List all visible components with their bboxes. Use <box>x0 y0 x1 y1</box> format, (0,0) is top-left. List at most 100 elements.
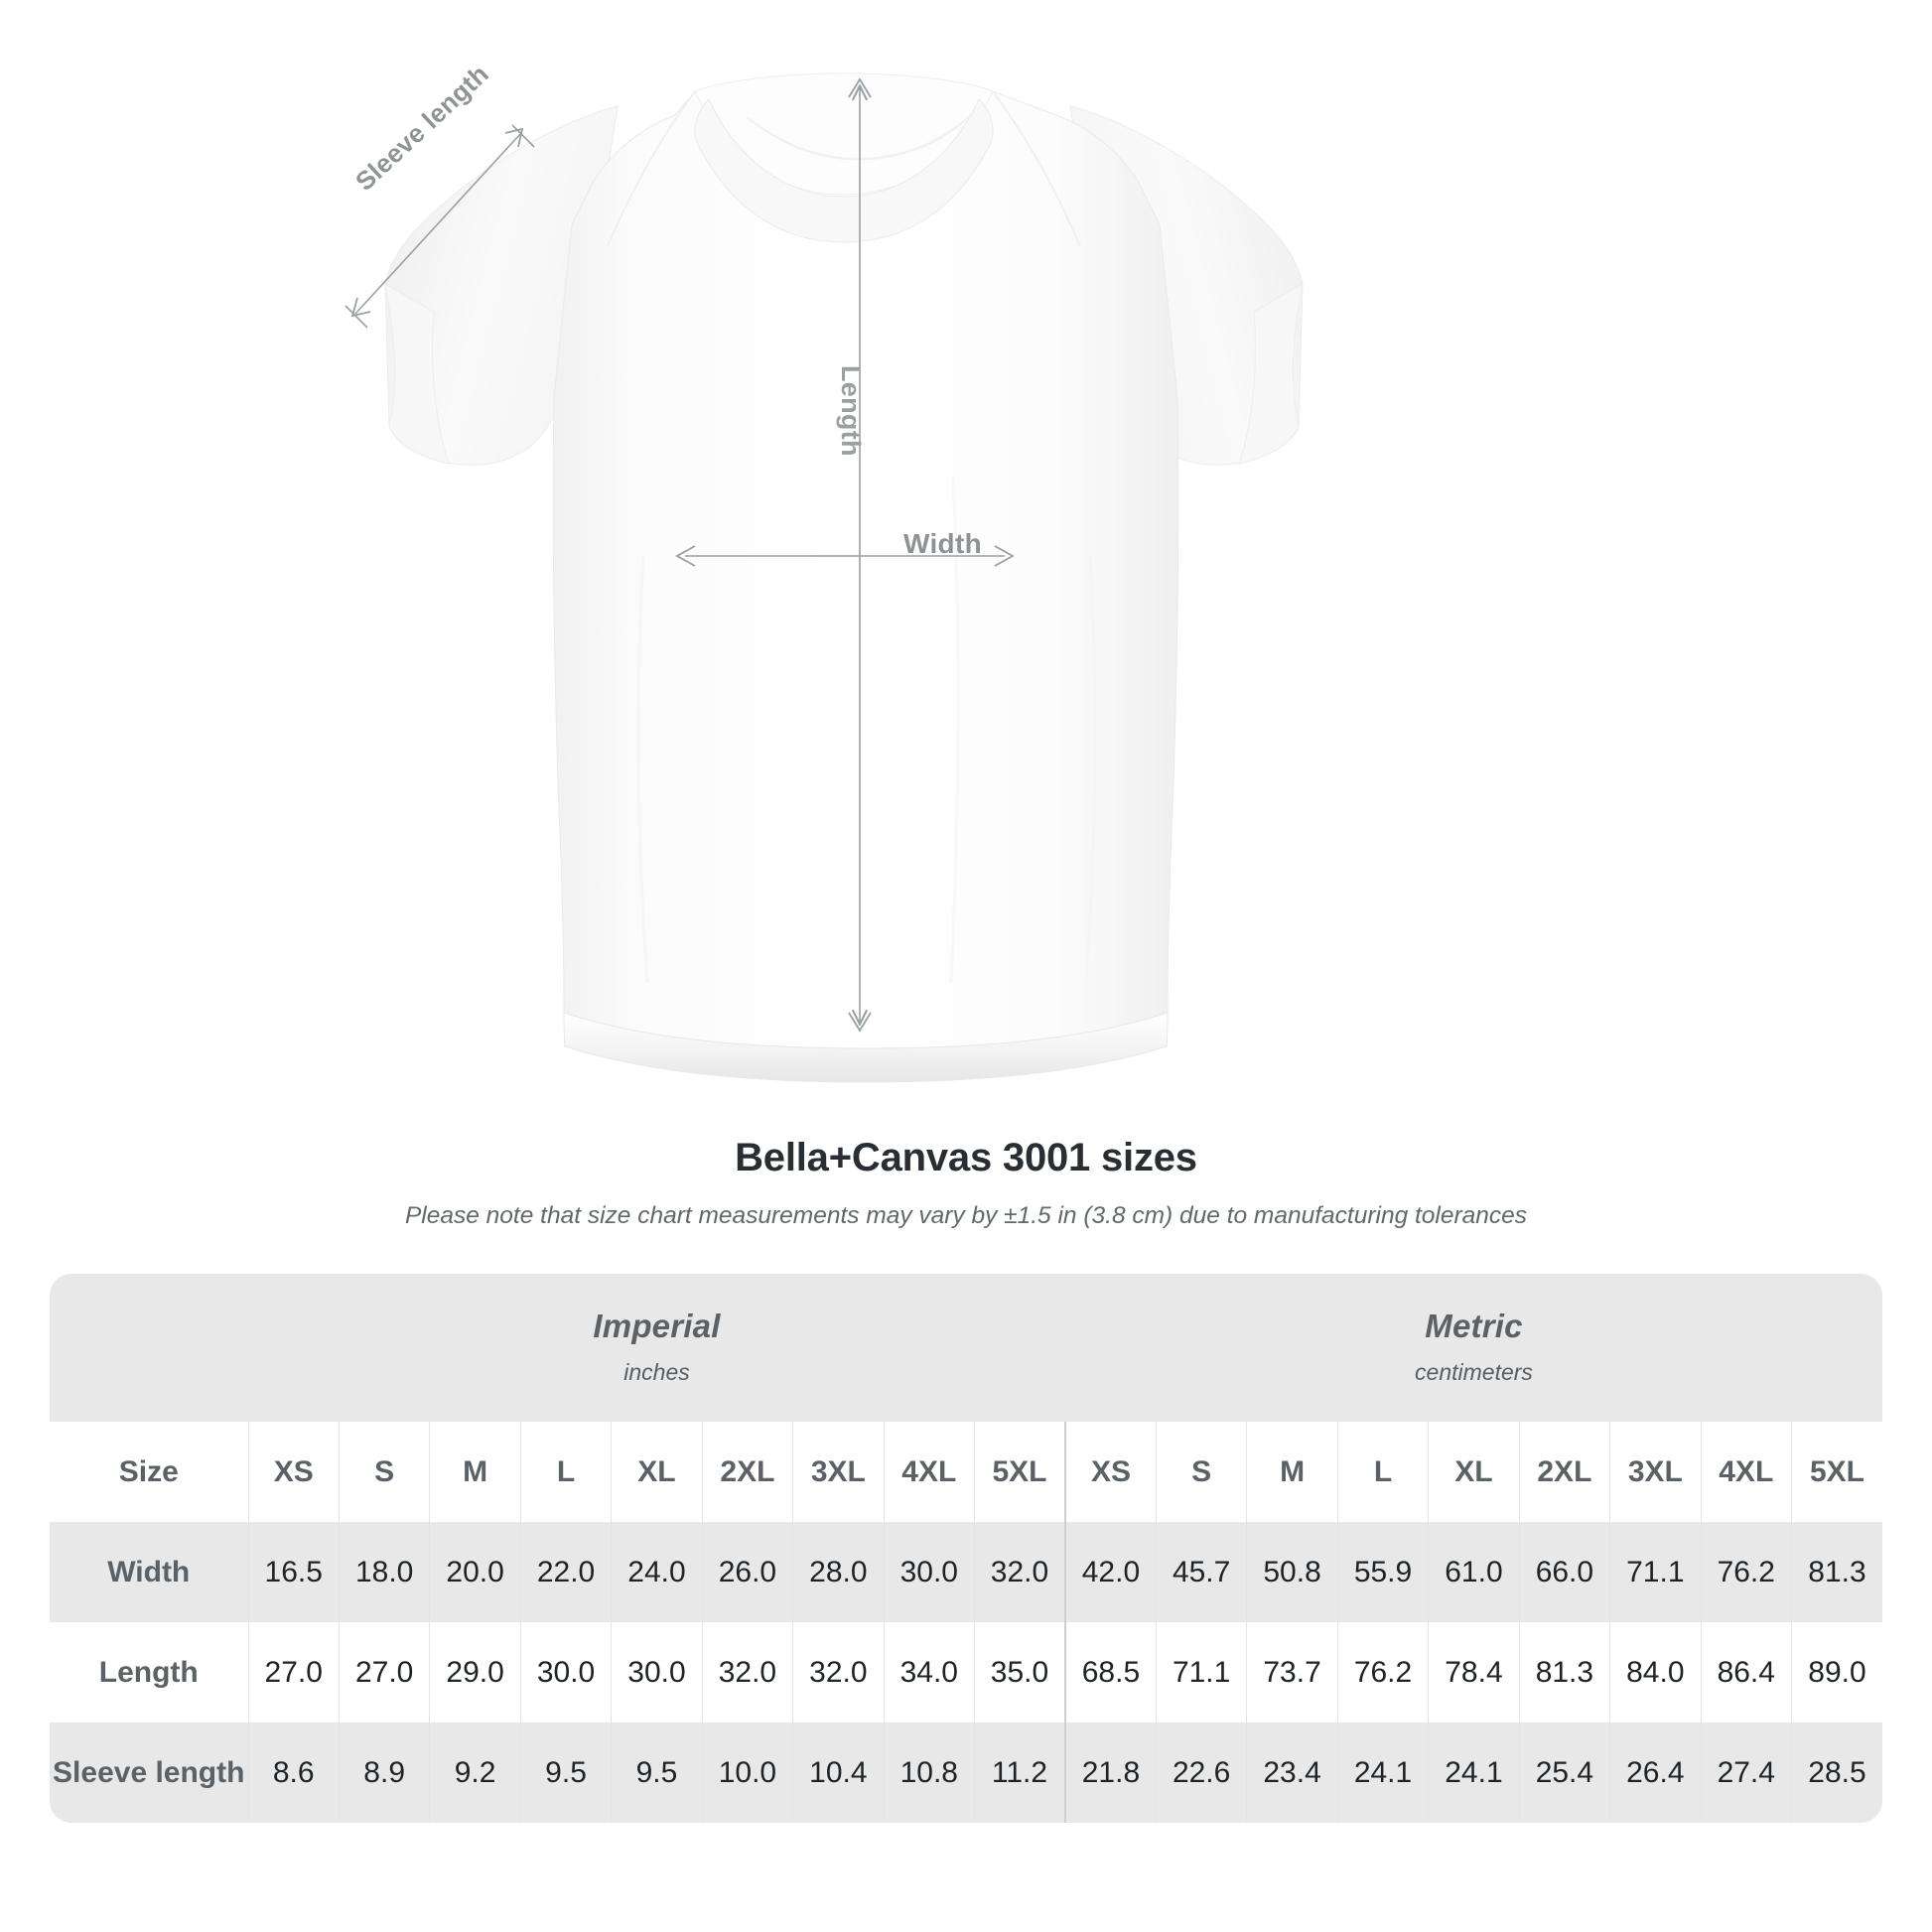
measurement-cell: 61.0 <box>1428 1522 1520 1622</box>
size-column-header: L <box>1336 1422 1429 1522</box>
size-column-header: 3XL <box>1609 1422 1702 1522</box>
measurement-cell: 86.4 <box>1700 1622 1792 1723</box>
measurement-cell: 32.0 <box>792 1622 885 1723</box>
size-column-header: S <box>1155 1422 1247 1522</box>
length-arrow-top <box>848 77 872 98</box>
title-block: Bella+Canvas 3001 sizes Please note that… <box>0 1136 1932 1230</box>
measurement-cell: 78.4 <box>1428 1622 1520 1723</box>
measurement-cell: 8.9 <box>338 1723 430 1823</box>
size-column-header: 4XL <box>883 1422 975 1522</box>
measurement-cell: 9.5 <box>611 1723 703 1823</box>
left-sleeve-cuff <box>384 283 450 465</box>
right-sleeve-cuff <box>1238 283 1304 465</box>
size-column-header: M <box>429 1422 521 1522</box>
size-chart-table: Imperial inches Metric centimeters Size XS S M L… <box>50 1274 1882 1823</box>
measurement-cell: 28.5 <box>1790 1723 1882 1823</box>
measurement-cell: 9.5 <box>519 1723 612 1823</box>
garment-illustration: Sleeve length Length Width <box>345 59 1304 1083</box>
size-column-header: XL <box>1428 1422 1520 1522</box>
tolerance-note: Please note that size chart measurements… <box>404 1202 1528 1229</box>
length-annotation-label: Length <box>836 365 866 457</box>
measurement-cell: 55.9 <box>1336 1522 1429 1622</box>
unit-group-header-imperial: Imperial inches <box>248 1274 1065 1422</box>
size-column-header: M <box>1246 1422 1338 1522</box>
measurement-cell: 50.8 <box>1246 1522 1338 1622</box>
measurement-cell: 71.1 <box>1155 1622 1247 1723</box>
unit-banner-row: Imperial inches Metric centimeters <box>50 1274 1882 1422</box>
size-column-header: 5XL <box>1790 1422 1882 1522</box>
sleeve-tick-top <box>511 124 535 148</box>
measurement-cell: 27.0 <box>247 1622 340 1723</box>
unit-group-name: Metric <box>1425 1308 1523 1344</box>
measurement-cell: 26.4 <box>1609 1723 1702 1823</box>
measurement-cell: 21.8 <box>1063 1723 1157 1823</box>
size-column-header: XS <box>1063 1422 1157 1522</box>
size-table-wrapper: Imperial inches Metric centimeters Size XS S M L… <box>50 1274 1882 1823</box>
measurement-cell: 45.7 <box>1155 1522 1247 1622</box>
table-row: Length 27.0 27.0 29.0 30.0 30.0 32.0 32.0 34.0 35… <box>50 1622 1882 1723</box>
measurement-cell: 34.0 <box>883 1622 975 1723</box>
unit-group-measure: centimeters <box>1415 1359 1533 1385</box>
size-column-header: 2XL <box>701 1422 793 1522</box>
measurement-cell: 32.0 <box>973 1522 1065 1622</box>
measurement-cell: 81.3 <box>1790 1522 1882 1622</box>
measurement-cell: 10.4 <box>792 1723 885 1823</box>
measurement-cell: 18.0 <box>338 1522 430 1622</box>
measurement-cell: 25.4 <box>1518 1723 1610 1823</box>
measurement-cell: 32.0 <box>701 1622 793 1723</box>
measurement-cell: 27.4 <box>1700 1723 1792 1823</box>
measurement-cell: 23.4 <box>1246 1723 1338 1823</box>
width-annotation-label: Width <box>903 528 982 559</box>
unit-group-measure: inches <box>623 1359 690 1385</box>
measurement-cell: 26.0 <box>701 1522 793 1622</box>
table-header-row: Size XS S M L XL 2XL 3XL 4XL 5XL XS S M L XL 2XL 3XL 4XL 5… <box>50 1422 1882 1522</box>
width-arrow-left <box>675 545 696 567</box>
measurement-cell: 9.2 <box>429 1723 521 1823</box>
unit-banner-corner <box>50 1274 248 1422</box>
sleeve-tick-bottom <box>345 305 368 329</box>
measurement-cell: 73.7 <box>1246 1622 1338 1723</box>
width-arrow-right <box>994 545 1015 567</box>
left-shoulder-seam <box>607 90 696 247</box>
size-column-header: 2XL <box>1518 1422 1610 1522</box>
measurement-cell: 84.0 <box>1609 1622 1702 1723</box>
measurement-cell: 68.5 <box>1063 1622 1157 1723</box>
size-column-header: 3XL <box>792 1422 885 1522</box>
tshirt-diagram-svg <box>345 72 1304 1083</box>
measurement-cell: 8.6 <box>247 1723 340 1823</box>
size-column-header: 5XL <box>973 1422 1065 1522</box>
measurement-cell: 30.0 <box>519 1622 612 1723</box>
measurement-cell: 24.1 <box>1336 1723 1429 1823</box>
row-header-length: Length <box>50 1622 248 1723</box>
measurement-cell: 22.0 <box>519 1522 612 1622</box>
measurement-cell: 22.6 <box>1155 1723 1247 1823</box>
row-header-width: Width <box>50 1522 248 1622</box>
measurement-cell: 27.0 <box>338 1622 430 1723</box>
measurement-cell: 81.3 <box>1518 1622 1610 1723</box>
measurement-cell: 71.1 <box>1609 1522 1702 1622</box>
tshirt-hem <box>563 1012 1169 1083</box>
sleeve-arrow-upper <box>504 127 524 148</box>
size-column-header: S <box>338 1422 430 1522</box>
table-row: Width 16.5 18.0 20.0 22.0 24.0 26.0 28.0 30.0 32.… <box>50 1522 1882 1622</box>
measurement-cell: 28.0 <box>792 1522 885 1622</box>
tshirt-collar-ribbing <box>694 98 994 243</box>
size-column-header: XS <box>247 1422 340 1522</box>
unit-group-name: Imperial <box>593 1308 721 1344</box>
length-arrow-bottom <box>848 1012 872 1033</box>
measurement-cell: 76.2 <box>1336 1622 1429 1723</box>
sleeve-dimension-line <box>354 133 521 315</box>
unit-group-header-metric: Metric centimeters <box>1064 1274 1882 1422</box>
fold-center <box>949 476 960 984</box>
measurement-cell: 24.1 <box>1428 1723 1520 1823</box>
measurement-cell: 10.0 <box>701 1723 793 1823</box>
row-header-sleeve-length: Sleeve length <box>50 1723 248 1823</box>
measurement-cell: 20.0 <box>429 1522 521 1622</box>
fold-right <box>1084 555 1097 984</box>
fold-left <box>636 555 649 984</box>
size-row-header: Size <box>50 1422 248 1522</box>
right-shoulder-seam <box>992 90 1081 247</box>
size-column-header: XL <box>611 1422 703 1522</box>
measurement-cell: 24.0 <box>611 1522 703 1622</box>
